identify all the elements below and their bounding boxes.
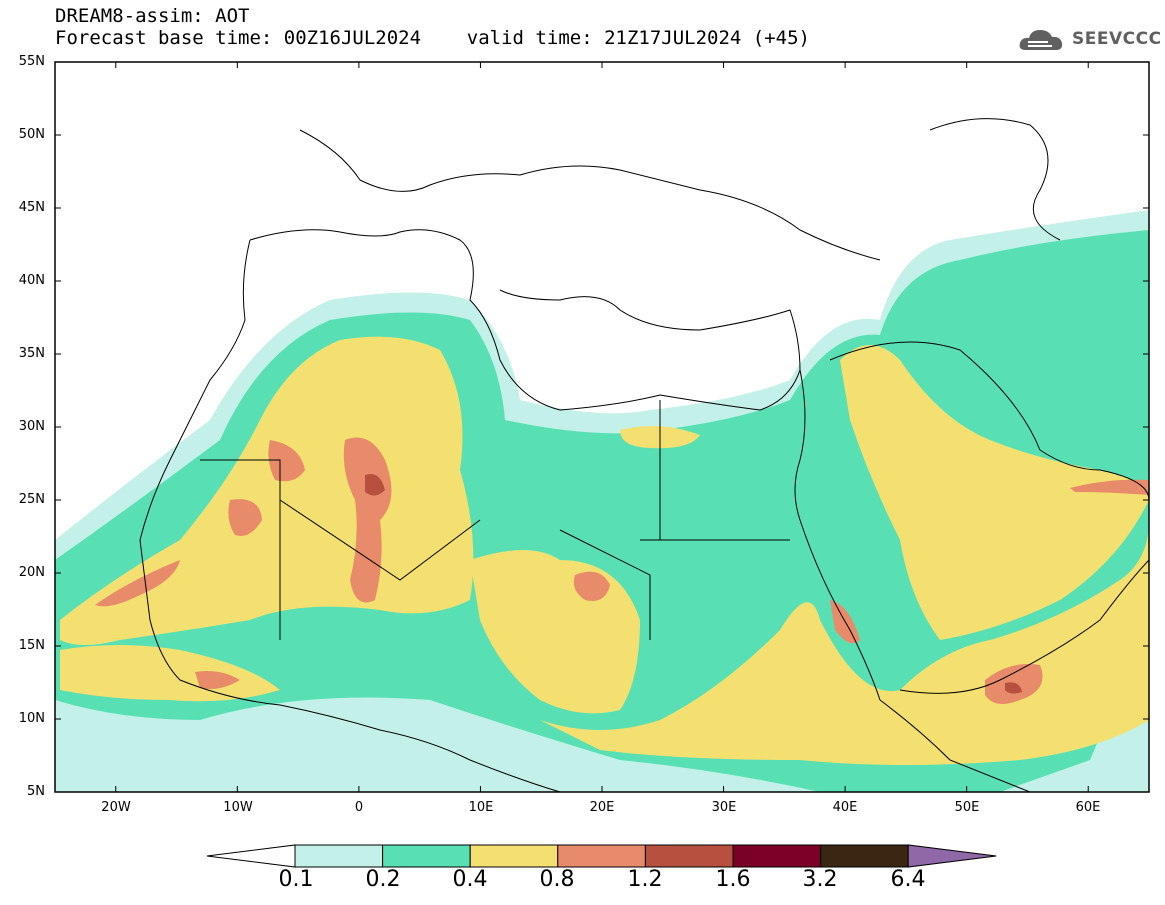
lat-label: 15N	[18, 638, 45, 653]
aot-band-0.4-arabia	[840, 345, 1149, 640]
colorbar	[206, 844, 997, 868]
colorbar-label: 3.2	[802, 867, 838, 892]
aot-band-1.2-b	[1005, 682, 1022, 694]
lon-label: 50E	[954, 800, 980, 815]
lat-label: 30N	[18, 419, 45, 434]
colorbar-arrow-low	[206, 844, 296, 868]
lat-label: 25N	[18, 492, 45, 507]
lat-label: 55N	[18, 54, 45, 69]
chart-subtitle: Forecast base time: 00Z16JUL2024 valid t…	[55, 27, 810, 49]
colorbar-segment	[644, 844, 734, 868]
colorbar-segment	[382, 844, 471, 868]
lon-label: 0	[354, 800, 364, 815]
aot-band-0.4-sahel	[60, 645, 280, 702]
colorbar-label: 1.2	[627, 867, 663, 892]
aot-band-0.8-f	[573, 571, 610, 601]
colorbar-label: 0.1	[278, 867, 314, 892]
colorbar-segment	[294, 844, 384, 868]
lon-label: 60E	[1075, 800, 1101, 815]
lon-label: 40E	[832, 800, 858, 815]
colorbar-label: 0.4	[452, 867, 488, 892]
cloud-icon	[1019, 30, 1063, 50]
colorbar-label: 6.4	[890, 867, 926, 892]
axis-ticks	[55, 61, 1149, 793]
lat-label: 50N	[18, 127, 45, 142]
colorbar-segment	[469, 844, 559, 868]
aot-band-0.8-d	[95, 560, 180, 607]
colorbar-label: 0.8	[539, 867, 575, 892]
colorbar-segment	[557, 844, 646, 868]
colorbar-label: 0.2	[365, 867, 401, 892]
lon-label: 20E	[589, 800, 615, 815]
lon-label: 30E	[711, 800, 737, 815]
lat-label: 10N	[18, 711, 45, 726]
aot-field	[55, 210, 1149, 792]
lat-label: 5N	[27, 784, 45, 799]
lat-label: 35N	[18, 346, 45, 361]
aot-band-0.8-e	[195, 671, 240, 689]
lat-label: 20N	[18, 565, 45, 580]
colorbar-segment	[732, 844, 822, 868]
aot-band-0.8-i	[1070, 479, 1149, 495]
aot-band-0.8-c	[228, 499, 262, 536]
lon-label: 10W	[223, 800, 253, 815]
lat-label: 45N	[18, 200, 45, 215]
logo-text: SEEVCCC	[1072, 29, 1162, 49]
colorbar-arrow-high	[907, 844, 997, 868]
chart-title: DREAM8-assim: AOT	[55, 5, 250, 27]
lat-label: 40N	[18, 273, 45, 288]
coastlines	[139, 118, 1149, 792]
lon-label: 10E	[468, 800, 494, 815]
aot-band-0.8-b	[268, 440, 305, 482]
aot-band-0.4-east	[540, 520, 1149, 765]
colorbar-segment	[820, 844, 909, 868]
colorbar-label: 1.6	[715, 867, 751, 892]
aot-band-1.2	[365, 474, 385, 496]
lon-label: 20W	[101, 800, 131, 815]
